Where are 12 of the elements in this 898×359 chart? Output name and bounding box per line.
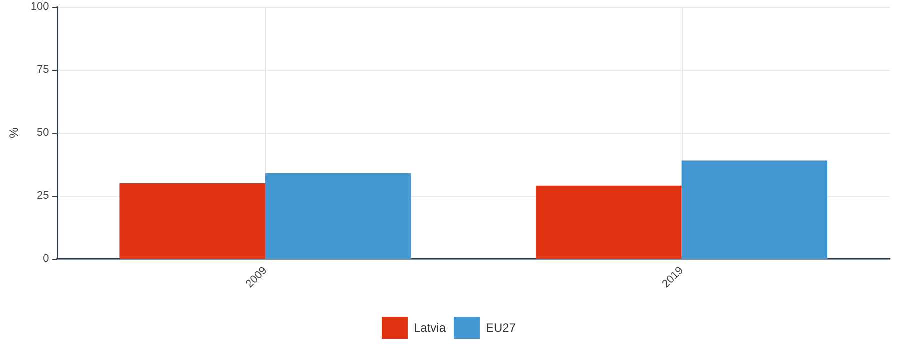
y-tick-label: 50 xyxy=(37,127,50,139)
legend-label: Latvia xyxy=(414,321,446,335)
bar xyxy=(120,183,266,259)
bar xyxy=(536,186,682,259)
bar xyxy=(682,160,828,259)
bar xyxy=(265,173,412,259)
y-tick-label: 0 xyxy=(43,253,50,265)
legend-label: EU27 xyxy=(486,321,516,335)
y-tick-label: 75 xyxy=(37,64,50,76)
y-axis-title: % xyxy=(7,127,21,138)
y-tick-label: 25 xyxy=(37,190,50,202)
y-tick-label: 100 xyxy=(30,1,50,13)
